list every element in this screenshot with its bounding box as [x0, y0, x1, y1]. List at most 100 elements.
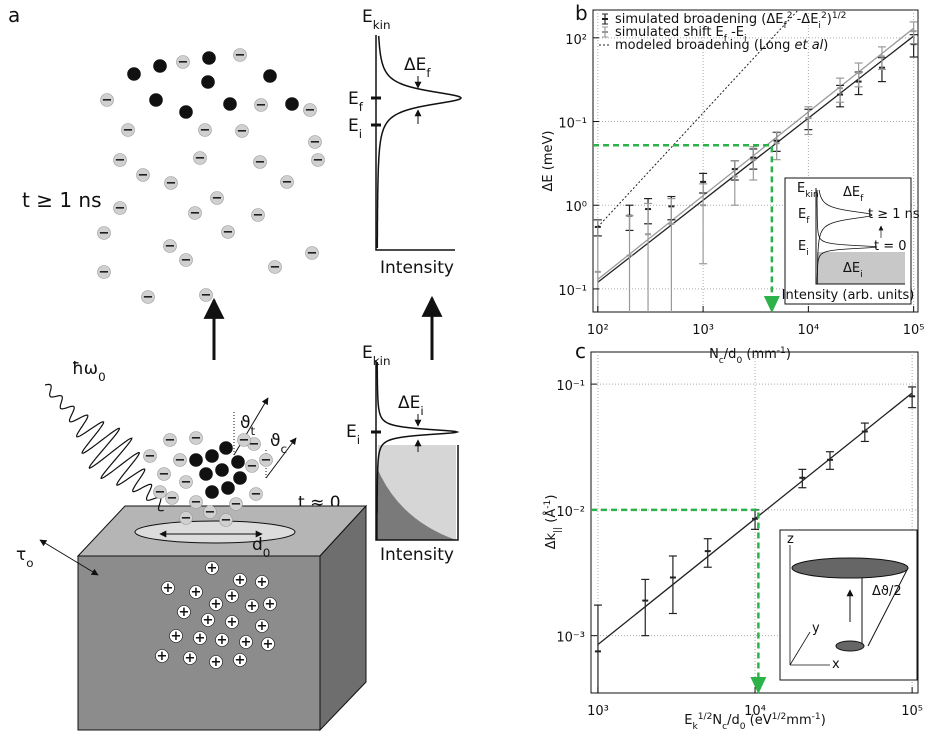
panel-label: a	[8, 3, 20, 27]
particle	[163, 433, 177, 447]
spectrum-x-label: Intensity	[380, 258, 454, 278]
particle	[235, 124, 249, 138]
particle	[268, 260, 282, 274]
particle-sign: −	[181, 253, 192, 268]
inset-label: z	[787, 532, 794, 547]
particle	[201, 75, 215, 89]
particle	[205, 485, 219, 499]
particle	[179, 511, 193, 525]
particle	[261, 637, 275, 651]
particle	[193, 151, 207, 165]
particle	[215, 633, 229, 647]
text-part: i	[818, 21, 821, 31]
particle	[233, 653, 247, 667]
state-label: t ≥ 1 ns	[22, 188, 102, 212]
particle-sign: −	[310, 135, 321, 150]
particle-sign: +	[235, 573, 246, 588]
particle	[136, 168, 150, 182]
text-part: i	[420, 404, 423, 418]
particle-sign: +	[185, 651, 196, 666]
particle	[127, 67, 141, 81]
particle-sign: +	[241, 635, 252, 650]
text-part: 1/2	[832, 11, 847, 21]
particle	[245, 459, 259, 473]
particle-sign: −	[151, 93, 162, 108]
text-part: (eV	[746, 713, 772, 728]
text-part: τ	[16, 545, 26, 565]
text-part: 0	[740, 722, 746, 732]
particle	[100, 93, 114, 107]
inset-label: y	[812, 621, 820, 636]
text-part: /d	[724, 347, 737, 362]
particle-sign: −	[247, 459, 258, 474]
particle-sign: +	[227, 589, 238, 604]
particle-sign: −	[159, 467, 170, 482]
text-part: ΔE	[398, 393, 420, 413]
text-part: mm	[786, 713, 811, 728]
particle	[179, 475, 193, 489]
particle-sign: −	[99, 265, 110, 280]
particle	[233, 48, 247, 62]
particle	[251, 208, 265, 222]
particles: −−−−−−−−−−− −− − −− −−−− −−−−−−− − −− −− −− −− −−−−…	[97, 48, 325, 670]
particle-sign: −	[217, 463, 228, 478]
text-part: modeled broadening (Long	[615, 38, 794, 53]
particle	[161, 581, 175, 595]
text-part: Δk	[544, 533, 559, 550]
particle-sign: +	[235, 653, 246, 668]
text-part: ΔE	[843, 185, 860, 200]
particle	[233, 471, 247, 485]
inset-label: ΔEf	[843, 185, 864, 204]
guide-line	[593, 144, 774, 298]
particle	[305, 246, 319, 260]
y-tick-label: 10⁻¹	[558, 117, 587, 132]
x-axis-label: Nc/d0 (mm-1)	[709, 346, 791, 366]
inset-fill	[817, 252, 905, 284]
text-part: et al	[794, 38, 823, 53]
text-part: f	[806, 216, 810, 226]
particle-sign: +	[257, 619, 268, 634]
particle	[203, 505, 217, 519]
particle-sign: +	[171, 629, 182, 644]
text-part: 0	[263, 546, 271, 560]
particle	[263, 69, 277, 83]
text-part: kin	[373, 18, 391, 32]
text-part: i	[860, 270, 863, 280]
particle	[176, 55, 190, 69]
text-part: ϑ	[270, 431, 281, 451]
text-part: 2	[821, 11, 827, 21]
x-tick-label: 10⁵	[901, 704, 923, 719]
inset-label: t ≥ 1 ns	[868, 207, 920, 222]
x-tick-label: 10⁴	[797, 323, 819, 338]
text-part: c	[281, 442, 288, 456]
y-axis-label: Δk|| (Å-1)	[543, 495, 563, 550]
text-part: ΔE	[404, 55, 426, 75]
particle	[165, 491, 179, 505]
particle	[209, 655, 223, 669]
text-part: kin	[373, 354, 391, 368]
particle	[201, 613, 215, 627]
particle	[173, 453, 187, 467]
text-part: -1	[543, 500, 553, 509]
particle-sign: +	[211, 597, 222, 612]
text-part: c	[719, 356, 724, 366]
particle-sign: −	[181, 475, 192, 490]
y-tick-label: 10⁻¹	[558, 284, 587, 299]
particle-sign: −	[123, 123, 134, 138]
particle-sign: −	[191, 431, 202, 446]
particle	[205, 449, 219, 463]
width-label: ΔEf	[404, 55, 431, 80]
particle	[231, 455, 245, 469]
particle-sign: −	[261, 453, 272, 468]
text-part: i	[744, 34, 747, 44]
text-part: -1	[777, 346, 786, 356]
particle-sign: −	[256, 98, 267, 113]
panel-label: c	[575, 339, 586, 363]
particle	[155, 649, 169, 663]
particle-sign: −	[205, 505, 216, 520]
particle	[189, 431, 203, 445]
light-pulse	[44, 383, 164, 512]
particle	[169, 629, 183, 643]
particle-sign: −	[223, 481, 234, 496]
inset-frame	[779, 529, 918, 681]
